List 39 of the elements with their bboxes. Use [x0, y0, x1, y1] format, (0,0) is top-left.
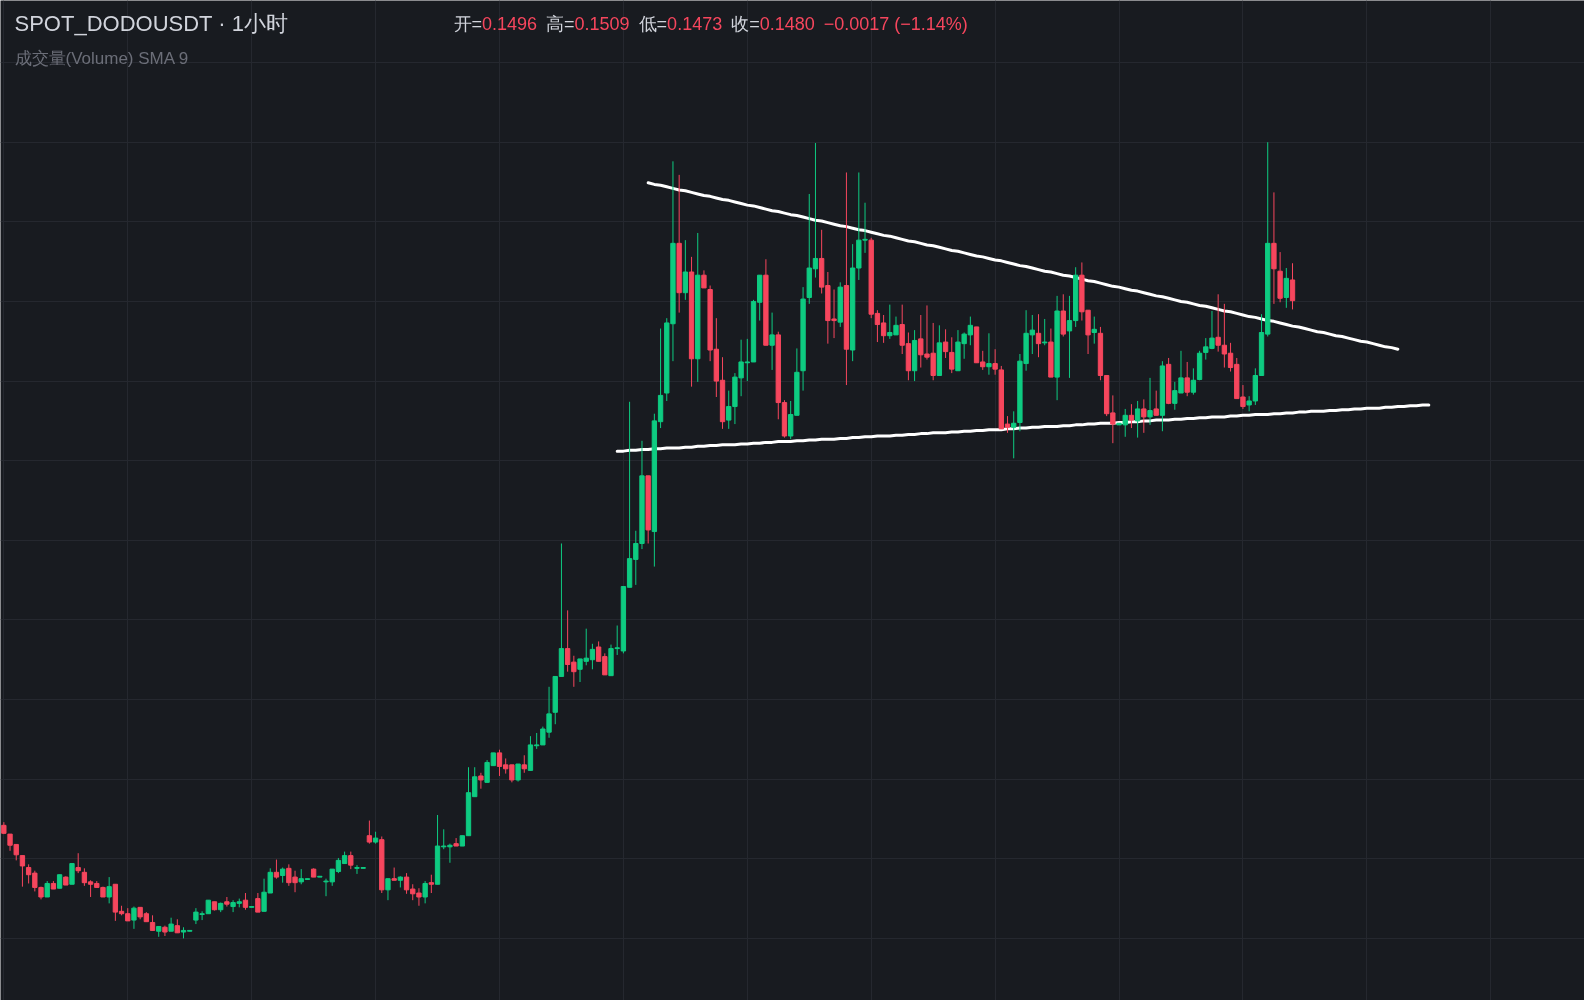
candlestick [1091, 316, 1097, 345]
candlestick [1289, 262, 1296, 310]
candlestick [1035, 313, 1042, 358]
candlestick [273, 859, 280, 880]
candlestick [75, 852, 81, 874]
candlestick [1011, 410, 1017, 459]
candlestick [1283, 267, 1289, 309]
candlestick [428, 874, 434, 894]
candlestick [19, 855, 26, 888]
candlestick [682, 239, 689, 301]
candlestick [366, 820, 373, 845]
text: 高=0.1509 [546, 13, 630, 34]
candlestick [1184, 361, 1190, 397]
candlestick [1190, 367, 1197, 396]
candlestick [478, 772, 484, 790]
candlestick [453, 837, 459, 847]
candlestick [1060, 293, 1066, 337]
candlestick [1042, 318, 1048, 346]
candlestick [1141, 398, 1147, 434]
candlestick [69, 863, 75, 885]
text: 开=0.1496 [453, 13, 538, 34]
chart-title: SPOT_DODOUSDT · 1小时 [14, 11, 288, 36]
candlestick [769, 312, 775, 371]
candlestick [385, 878, 391, 901]
candlestick [422, 880, 428, 904]
candlestick [224, 896, 230, 908]
text: 收=0.1480 [731, 13, 815, 34]
text: 低=0.1473 [638, 13, 723, 34]
chart-subtitle: 成交量(Volume) SMA 9 [14, 49, 189, 68]
candlestick [106, 876, 112, 904]
text: −0.0017 (−1.14%) [823, 13, 968, 34]
candlestick [942, 328, 949, 359]
candlestick [255, 892, 261, 913]
candlestick [986, 332, 992, 376]
candlestick [1134, 400, 1141, 439]
candlestick [1128, 403, 1135, 429]
candlestick [949, 336, 955, 374]
candlestick [1147, 377, 1153, 426]
candlestick [1153, 390, 1159, 416]
